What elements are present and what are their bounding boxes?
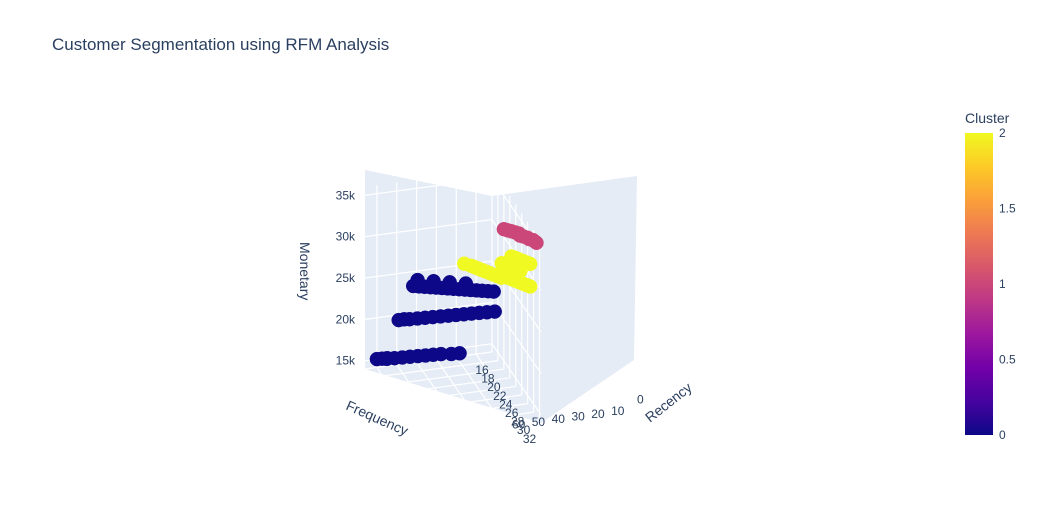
data-point <box>452 346 467 361</box>
colorbar-tick-label: 2 <box>999 126 1006 140</box>
x-tick-label: 28 <box>511 415 525 429</box>
colorbar: Cluster 0 0.5 1 1.5 2 <box>965 110 1016 442</box>
x-tick-label: 18 <box>481 372 495 386</box>
z-axis-title: Monetary <box>297 242 313 300</box>
y-tick-label: 30 <box>571 409 585 423</box>
y-tick-label: 50 <box>532 415 546 429</box>
grid-line <box>364 301 493 320</box>
y-tick-label: 40 <box>552 412 566 426</box>
y-tick-label: 0 <box>637 393 644 407</box>
data-point <box>522 279 538 294</box>
grid-line <box>394 394 522 413</box>
data-points <box>369 221 544 367</box>
colorbar-tick-label: 1 <box>999 277 1006 291</box>
y-tick-label: 10 <box>611 404 625 418</box>
grid-line <box>412 420 540 439</box>
3d-scene[interactable]: 15k20k25k30k35k1618202224262830321020304… <box>297 170 695 446</box>
x-tick-label: 32 <box>523 432 537 446</box>
x-tick-label: 26 <box>505 406 519 420</box>
z-tick-label: 15k <box>336 354 356 368</box>
grid-line <box>475 353 526 426</box>
chart-title: Customer Segmentation using RFM Analysis <box>52 35 389 54</box>
grid-line <box>396 364 447 437</box>
colorbar-tick-label: 0.5 <box>999 353 1016 367</box>
colorbar-gradient <box>965 133 993 435</box>
x-tick-label: 20 <box>487 380 501 394</box>
grid-line <box>400 403 528 422</box>
y-tick-label: 60 <box>512 417 526 431</box>
z-tick-label: 20k <box>336 312 356 326</box>
grid-line <box>382 377 510 396</box>
x-tick-label: 30 <box>517 423 531 437</box>
z-tick-label: 25k <box>336 271 356 285</box>
grid-line <box>388 385 516 405</box>
x-tick-label: 16 <box>475 363 489 377</box>
grid-line <box>416 361 467 434</box>
z-tick-label: 35k <box>336 188 356 202</box>
x-tick-label: 22 <box>493 389 507 403</box>
y-tick-label: 20 <box>591 407 605 421</box>
x-axis-title: Frequency <box>344 397 411 439</box>
y-axis-title: Recency <box>642 379 695 425</box>
grid-line <box>376 367 427 439</box>
grid-line <box>455 356 506 429</box>
grid-line <box>370 360 499 379</box>
grid-line <box>491 343 542 416</box>
data-point <box>522 256 538 272</box>
grid-line <box>364 219 493 238</box>
data-point <box>529 235 544 251</box>
tick-labels: 15k20k25k30k35k1618202224262830321020304… <box>336 188 644 446</box>
grid-line <box>364 177 493 196</box>
colorbar-title: Cluster <box>965 110 1010 126</box>
data-point <box>486 284 501 299</box>
z-tick-label: 30k <box>336 230 356 244</box>
grid-line <box>406 411 534 430</box>
colorbar-tick-label: 0 <box>999 428 1006 442</box>
grid-line <box>435 359 486 431</box>
grid-line <box>376 368 504 387</box>
data-point <box>487 304 502 319</box>
colorbar-ticks: 0 0.5 1 1.5 2 <box>999 126 1016 442</box>
colorbar-tick-label: 1.5 <box>999 202 1016 216</box>
x-tick-label: 24 <box>499 397 513 411</box>
